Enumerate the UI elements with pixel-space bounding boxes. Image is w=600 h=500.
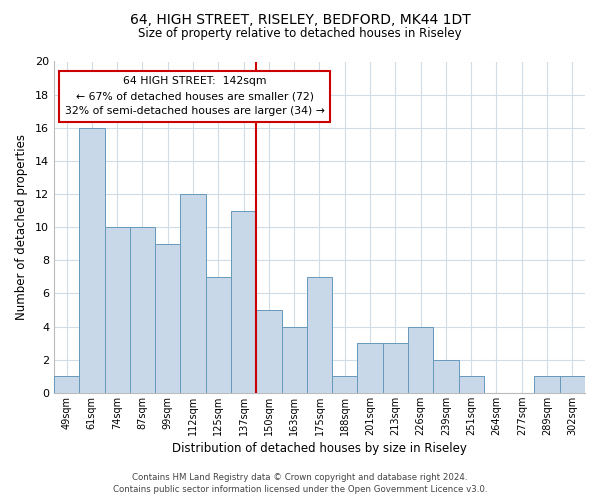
- Y-axis label: Number of detached properties: Number of detached properties: [15, 134, 28, 320]
- Bar: [408, 326, 433, 393]
- Bar: [54, 376, 79, 393]
- Bar: [358, 343, 383, 393]
- Bar: [79, 128, 104, 393]
- Bar: [332, 376, 358, 393]
- X-axis label: Distribution of detached houses by size in Riseley: Distribution of detached houses by size …: [172, 442, 467, 455]
- Bar: [560, 376, 585, 393]
- Bar: [433, 360, 458, 393]
- Bar: [181, 194, 206, 393]
- Text: 64, HIGH STREET, RISELEY, BEDFORD, MK44 1DT: 64, HIGH STREET, RISELEY, BEDFORD, MK44 …: [130, 12, 470, 26]
- Bar: [535, 376, 560, 393]
- Bar: [231, 210, 256, 393]
- Bar: [130, 227, 155, 393]
- Bar: [206, 277, 231, 393]
- Text: Size of property relative to detached houses in Riseley: Size of property relative to detached ho…: [138, 28, 462, 40]
- Bar: [281, 326, 307, 393]
- Bar: [104, 227, 130, 393]
- Bar: [458, 376, 484, 393]
- Bar: [307, 277, 332, 393]
- Bar: [155, 244, 181, 393]
- Bar: [256, 310, 281, 393]
- Bar: [383, 343, 408, 393]
- Text: Contains HM Land Registry data © Crown copyright and database right 2024.
Contai: Contains HM Land Registry data © Crown c…: [113, 472, 487, 494]
- Text: 64 HIGH STREET:  142sqm
← 67% of detached houses are smaller (72)
32% of semi-de: 64 HIGH STREET: 142sqm ← 67% of detached…: [65, 76, 325, 116]
